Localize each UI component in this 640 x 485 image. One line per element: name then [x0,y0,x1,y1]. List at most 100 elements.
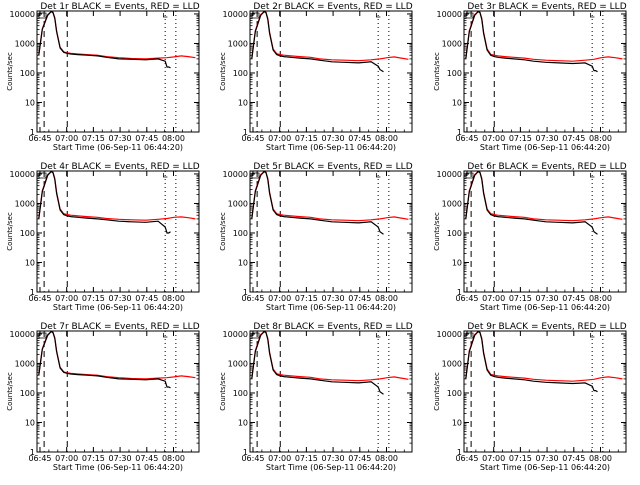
y-tick-label: 10 [452,98,462,107]
y-tick-label: 1 [457,128,462,137]
events-series-line [38,331,171,389]
y-tick-label: 1000 [442,359,462,368]
x-tick-label: 08:00 [375,454,398,463]
series-group [38,331,196,389]
x-axis-label: Start Time (06-Sep-11 06:44:20) [53,143,183,152]
x-tick-label: 07:30 [536,294,559,303]
events-series-line [465,171,598,235]
y-tick-label: 10000 [223,170,248,179]
events-series-line [465,331,598,393]
x-tick-label: 07:45 [562,294,585,303]
detector-panel-1: Det 1r BLACK = Events, RED = LLD 1 10 100 10… [6,2,200,152]
y-tick-label: 100 [233,229,248,238]
lld-series-line [38,11,196,60]
lld-series-line [38,331,196,380]
x-tick-label: 06:45 [28,134,51,143]
x-tick-label: 07:15 [509,134,532,143]
y-tick-label: 1 [243,448,248,457]
y-axis-label: Counts/sec [219,372,227,411]
plot-frame [249,170,413,293]
y-tick-label: 100 [20,389,35,398]
x-tick-label: 07:15 [295,454,318,463]
top-right-marker [162,173,168,178]
plot-frame [463,10,627,133]
top-left-marker [38,332,47,339]
top-right-marker [162,13,168,18]
plot-frame [36,330,200,453]
panel-title: Det 7r BLACK = Events, RED = LLD [40,322,199,332]
x-axis-label: Start Time (06-Sep-11 06:44:20) [266,143,396,152]
series-group [38,11,196,69]
panel-title: Det 5r BLACK = Events, RED = LLD [253,162,412,172]
panel-title: Det 2r BLACK = Events, RED = LLD [253,2,412,12]
x-tick-label: 07:30 [109,454,132,463]
x-tick-label: 07:45 [562,134,585,143]
events-series-line [251,11,384,73]
y-tick-label: 1000 [228,359,248,368]
y-tick-label: 1 [30,448,35,457]
plot-frame [249,330,413,453]
y-axis-label: Counts/sec [433,372,441,411]
panel-title: Det 6r BLACK = Events, RED = LLD [467,162,626,172]
events-series-line [38,11,171,69]
y-axis-label: Counts/sec [433,52,441,91]
x-tick-label: 08:00 [589,134,612,143]
x-tick-label: 08:00 [589,294,612,303]
y-tick-label: 10000 [10,170,35,179]
top-left-marker [38,172,47,179]
y-axis-label: Counts/sec [219,212,227,251]
detector-panel-5: Det 5r BLACK = Events, RED = LLD 1 10 100 10… [219,162,413,312]
events-series-line [251,331,384,395]
y-tick-label: 10000 [10,330,35,339]
x-axis-label: Start Time (06-Sep-11 06:44:20) [480,463,610,472]
x-tick-label: 07:00 [268,134,291,143]
top-left-marker [251,332,260,339]
series-group [251,331,409,395]
y-tick-label: 10 [238,98,248,107]
plot-frame [463,330,627,453]
y-tick-label: 10000 [437,170,462,179]
y-tick-label: 10 [25,418,35,427]
y-tick-label: 10 [25,258,35,267]
x-tick-label: 07:30 [536,134,559,143]
panel-title: Det 1r BLACK = Events, RED = LLD [40,2,199,12]
x-tick-label: 06:45 [28,454,51,463]
y-tick-label: 100 [233,69,248,78]
detector-panel-9: Det 9r BLACK = Events, RED = LLD 1 10 100 10… [433,322,627,472]
y-tick-label: 1000 [15,39,35,48]
y-axis-label: Counts/sec [219,52,227,91]
x-tick-label: 07:45 [135,454,158,463]
top-right-marker [375,173,381,178]
x-tick-label: 06:45 [455,134,478,143]
x-axis-label: Start Time (06-Sep-11 06:44:20) [266,463,396,472]
x-axis-label: Start Time (06-Sep-11 06:44:20) [480,303,610,312]
x-tick-label: 07:00 [55,294,78,303]
y-tick-label: 10 [238,258,248,267]
x-tick-label: 07:45 [562,454,585,463]
top-right-marker [375,333,381,338]
x-tick-label: 06:45 [241,134,264,143]
y-tick-label: 1 [243,128,248,137]
x-axis-label: Start Time (06-Sep-11 06:44:20) [53,303,183,312]
x-tick-label: 07:15 [82,134,105,143]
x-tick-label: 07:00 [482,454,505,463]
y-tick-label: 100 [20,229,35,238]
y-tick-label: 1000 [228,39,248,48]
x-tick-label: 08:00 [162,294,185,303]
events-series-line [38,171,171,234]
top-right-marker [589,173,595,178]
y-tick-label: 1 [30,128,35,137]
x-tick-label: 07:00 [482,134,505,143]
x-tick-label: 07:15 [82,294,105,303]
series-group [465,11,623,73]
x-tick-label: 07:45 [135,294,158,303]
x-tick-label: 07:30 [536,454,559,463]
y-tick-label: 100 [447,69,462,78]
series-group [465,331,623,393]
x-tick-label: 07:15 [295,134,318,143]
top-right-marker [162,333,168,338]
x-tick-label: 07:45 [348,454,371,463]
x-tick-label: 07:15 [82,454,105,463]
